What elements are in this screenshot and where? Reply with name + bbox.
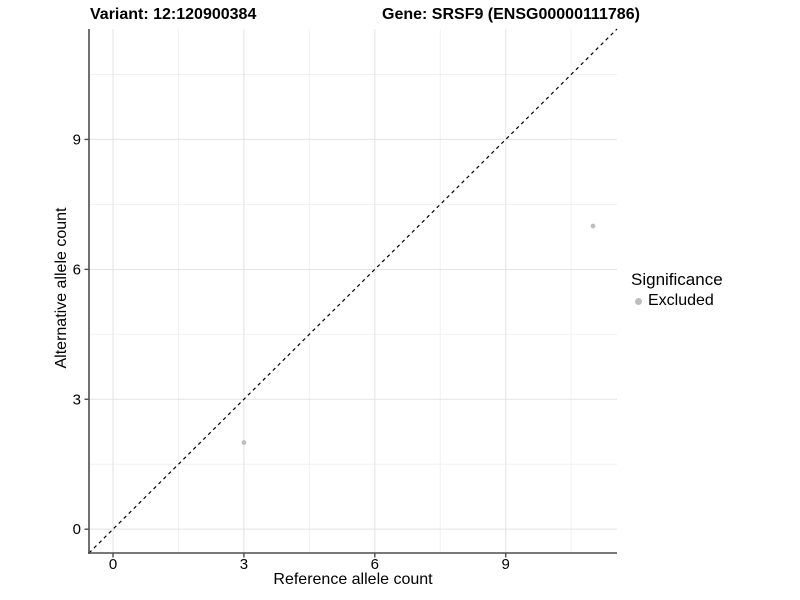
y-tick-label: 3	[73, 391, 81, 408]
identity-line	[88, 28, 618, 554]
data-point	[241, 440, 247, 445]
x-tick-label: 0	[109, 556, 117, 573]
legend-item-excluded: Excluded	[631, 292, 723, 310]
legend: Significance Excluded	[631, 270, 723, 310]
legend-point-icon	[635, 297, 642, 305]
y-tick-label: 6	[73, 261, 81, 278]
data-point	[590, 223, 596, 229]
x-tick-label: 3	[240, 556, 248, 573]
x-tick-label: 6	[371, 556, 379, 573]
legend-title: Significance	[631, 270, 723, 289]
y-tick-label: 9	[73, 131, 81, 148]
plot-title-gene: Gene: SRSF9 (ENSG00000111786)	[382, 6, 640, 23]
x-tick-label: 9	[502, 556, 510, 573]
legend-item-label: Excluded	[648, 292, 714, 309]
plot-title-variant: Variant: 12:120900384	[90, 6, 257, 23]
y-tick-label: 0	[73, 521, 81, 538]
x-axis-title: Reference allele count	[273, 571, 433, 588]
y-axis-title: Alternative allele count	[53, 207, 70, 369]
